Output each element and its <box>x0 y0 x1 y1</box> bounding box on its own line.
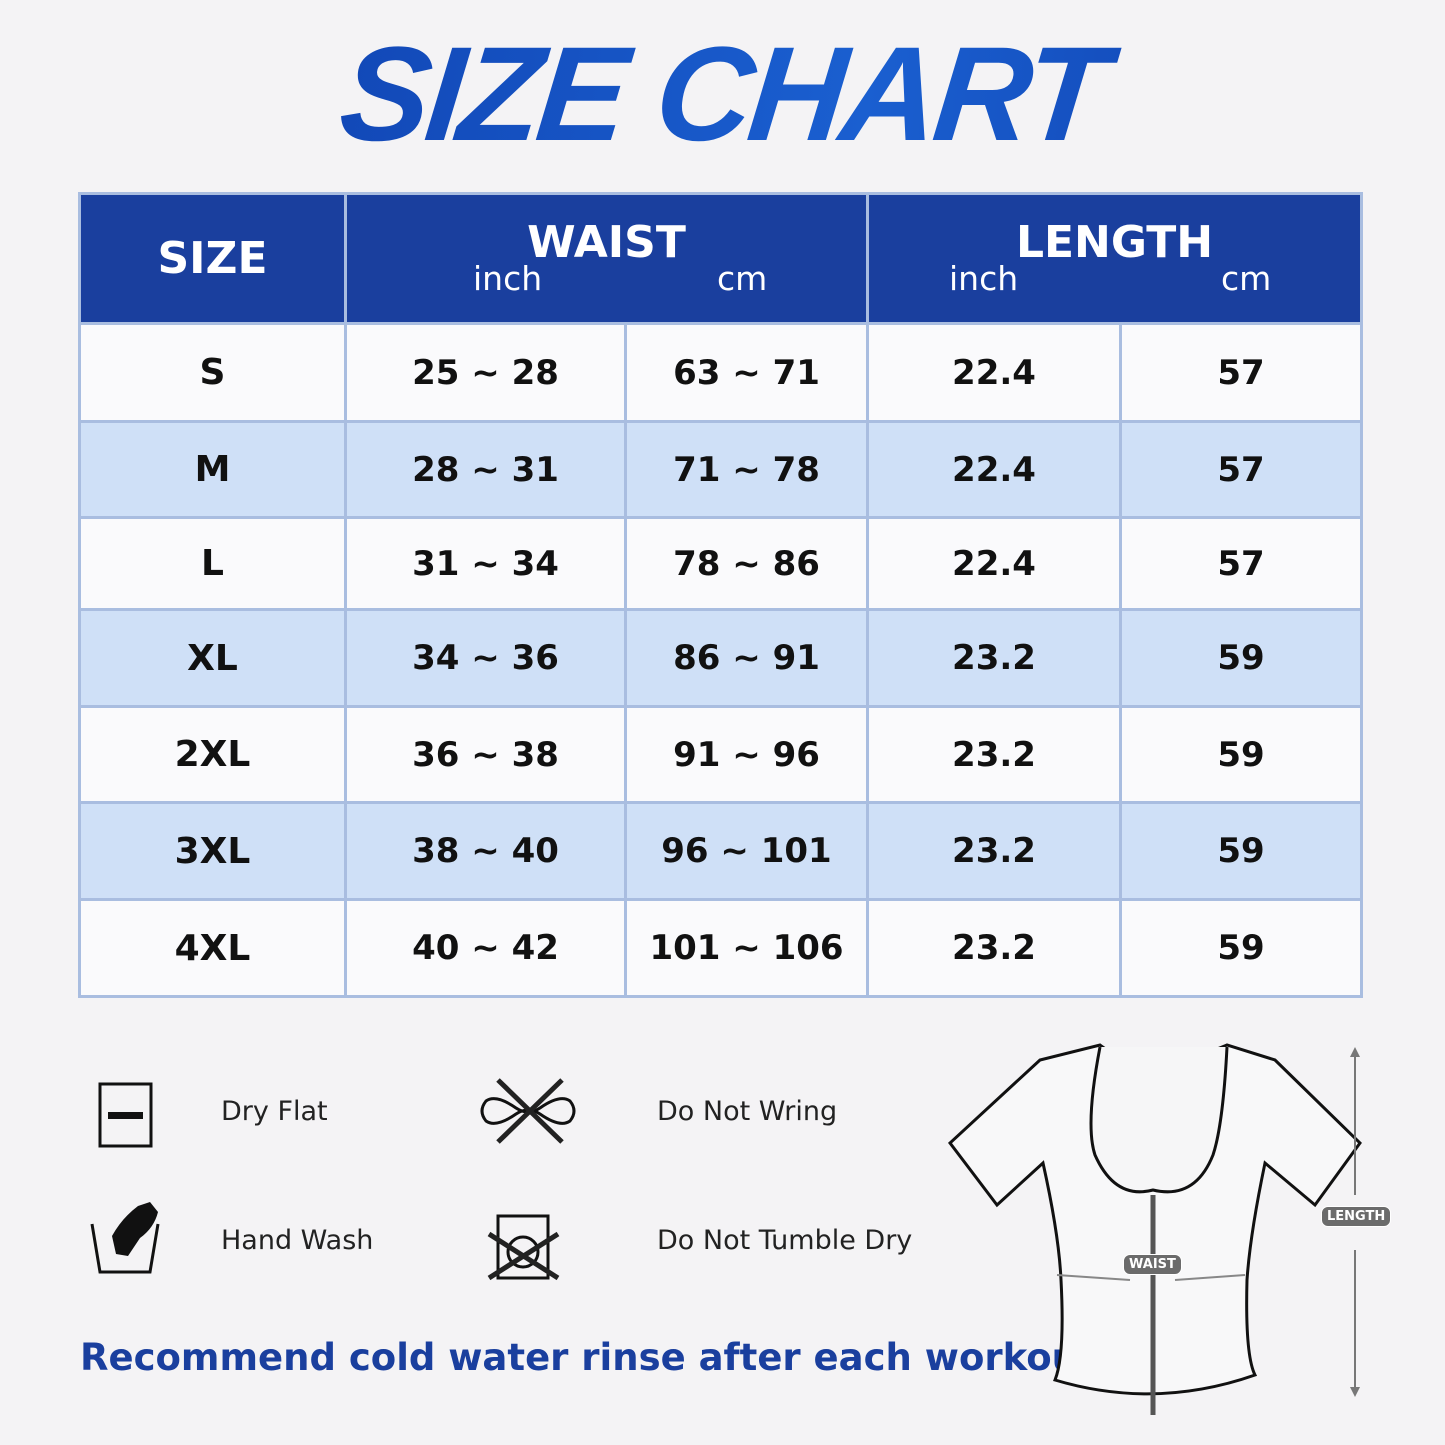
size-table: SIZE WAIST inch cm LENGTH inch cm S 25 ~ … <box>78 192 1363 998</box>
cell-length-inch: 22.4 <box>866 420 1122 519</box>
cell-length-inch: 23.2 <box>866 801 1122 901</box>
header-size: SIZE <box>78 192 347 325</box>
cell-size: 4XL <box>78 898 347 998</box>
waist-inch-unit: inch <box>473 259 543 298</box>
cell-waist-inch: 38 ~ 40 <box>344 801 627 901</box>
cell-length-cm: 59 <box>1119 705 1363 804</box>
table-row: M 28 ~ 31 71 ~ 78 22.4 57 <box>78 420 1363 519</box>
care-label: Do Not Tumble Dry <box>657 1225 913 1256</box>
table-row: 2XL 36 ~ 38 91 ~ 96 23.2 59 <box>78 705 1363 804</box>
do-not-wring-icon <box>480 1078 576 1144</box>
header-waist-label: WAIST <box>527 217 686 268</box>
cell-waist-cm: 101 ~ 106 <box>624 898 869 998</box>
cell-length-cm: 57 <box>1119 322 1363 423</box>
cell-size: L <box>78 516 347 611</box>
table-row: XL 34 ~ 36 86 ~ 91 23.2 59 <box>78 608 1363 708</box>
waist-cm-unit: cm <box>717 259 768 298</box>
cell-length-inch: 23.2 <box>866 898 1122 998</box>
cell-size: 2XL <box>78 705 347 804</box>
dry-flat-icon <box>98 1082 153 1148</box>
care-label: Hand Wash <box>221 1225 374 1256</box>
header-length: LENGTH inch cm <box>866 192 1363 325</box>
garment-diagram <box>947 1043 1362 1415</box>
header-waist: WAIST inch cm <box>344 192 869 325</box>
header-size-label: SIZE <box>157 233 268 284</box>
care-note: Recommend cold water rinse after each wo… <box>80 1336 1110 1379</box>
table-row: 3XL 38 ~ 40 96 ~ 101 23.2 59 <box>78 801 1363 901</box>
do-not-tumble-dry-icon <box>487 1214 560 1281</box>
waist-label: WAIST <box>1123 1254 1182 1275</box>
cell-size: M <box>78 420 347 519</box>
cell-waist-inch: 34 ~ 36 <box>344 608 627 708</box>
cell-waist-inch: 25 ~ 28 <box>344 322 627 423</box>
table-row: S 25 ~ 28 63 ~ 71 22.4 57 <box>78 322 1363 423</box>
cell-length-cm: 59 <box>1119 898 1363 998</box>
cell-waist-inch: 40 ~ 42 <box>344 898 627 998</box>
page-title: SIZE CHART <box>0 18 1445 171</box>
cell-waist-cm: 71 ~ 78 <box>624 420 869 519</box>
cell-waist-inch: 28 ~ 31 <box>344 420 627 519</box>
cell-size: S <box>78 322 347 423</box>
cell-waist-cm: 86 ~ 91 <box>624 608 869 708</box>
cell-length-inch: 23.2 <box>866 705 1122 804</box>
care-label: Dry Flat <box>221 1096 328 1127</box>
cell-length-cm: 57 <box>1119 420 1363 519</box>
hand-wash-icon <box>90 1202 160 1274</box>
table-row: 4XL 40 ~ 42 101 ~ 106 23.2 59 <box>78 898 1363 998</box>
length-cm-unit: cm <box>1221 259 1272 298</box>
header-length-label: LENGTH <box>1015 217 1214 268</box>
cell-length-inch: 22.4 <box>866 322 1122 423</box>
cell-waist-inch: 36 ~ 38 <box>344 705 627 804</box>
cell-length-inch: 23.2 <box>866 608 1122 708</box>
cell-length-cm: 59 <box>1119 608 1363 708</box>
cell-waist-inch: 31 ~ 34 <box>344 516 627 611</box>
care-label: Do Not Wring <box>657 1096 838 1127</box>
cell-length-cm: 57 <box>1119 516 1363 611</box>
table-row: L 31 ~ 34 78 ~ 86 22.4 57 <box>78 516 1363 611</box>
cell-length-inch: 22.4 <box>866 516 1122 611</box>
cell-size: XL <box>78 608 347 708</box>
cell-waist-cm: 63 ~ 71 <box>624 322 869 423</box>
length-label: LENGTH <box>1321 1206 1392 1227</box>
cell-size: 3XL <box>78 801 347 901</box>
cell-waist-cm: 78 ~ 86 <box>624 516 869 611</box>
cell-length-cm: 59 <box>1119 801 1363 901</box>
cell-waist-cm: 91 ~ 96 <box>624 705 869 804</box>
cell-waist-cm: 96 ~ 101 <box>624 801 869 901</box>
length-inch-unit: inch <box>949 259 1019 298</box>
